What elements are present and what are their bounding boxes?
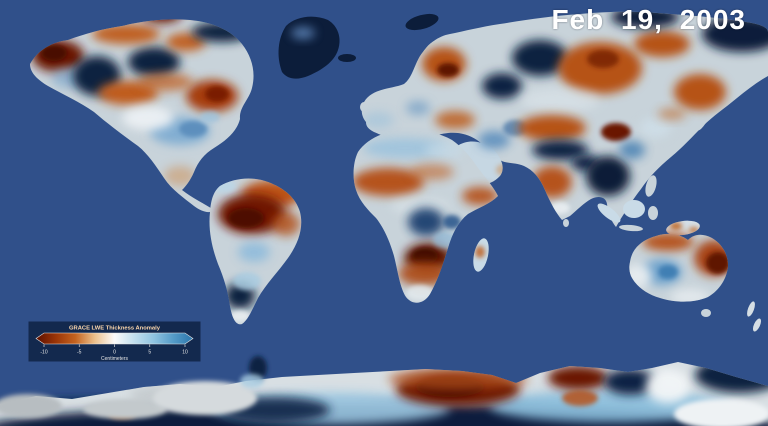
anomaly-blob bbox=[639, 118, 671, 138]
anomaly-blob bbox=[482, 73, 522, 99]
tick-label: 0 bbox=[113, 350, 116, 356]
anomaly-blob bbox=[658, 265, 678, 279]
anomaly-blob bbox=[562, 390, 598, 406]
anomaly-blob bbox=[240, 374, 264, 388]
anomaly-blob bbox=[362, 112, 394, 128]
date-label: Feb 19, 2003 bbox=[551, 4, 746, 35]
anomaly-blob bbox=[601, 123, 631, 141]
anomaly-blob bbox=[478, 131, 510, 149]
anomaly-blob bbox=[435, 111, 475, 129]
anomaly-blob bbox=[646, 369, 690, 403]
anomaly-blob bbox=[179, 121, 207, 137]
anomaly-blob bbox=[670, 222, 682, 230]
colorbar-legend: GRACE LWE Thickness Anomaly -10 -5 0 5 10 Ce… bbox=[28, 321, 201, 362]
anomaly-blob bbox=[443, 215, 461, 229]
anomaly-blob bbox=[642, 233, 694, 251]
anomaly-blob bbox=[200, 111, 220, 123]
anomaly-blob bbox=[272, 212, 300, 236]
anomaly-blob bbox=[249, 356, 267, 380]
land-shape-philippines bbox=[645, 175, 657, 197]
anomaly-blob bbox=[548, 366, 608, 390]
anomaly-blob bbox=[475, 246, 485, 258]
anomaly-blob bbox=[228, 208, 264, 228]
land-shape-sumatra bbox=[597, 203, 621, 223]
anomaly-blob bbox=[512, 40, 568, 76]
anomaly-blob bbox=[634, 31, 690, 57]
legend-unit: Centimeters bbox=[101, 356, 128, 362]
colorbar bbox=[35, 332, 194, 345]
anomaly-blob bbox=[558, 42, 642, 94]
anomaly-blob bbox=[412, 248, 438, 264]
anomaly-blob bbox=[92, 24, 160, 44]
anomaly-blob bbox=[462, 187, 498, 205]
anomaly-blob bbox=[586, 156, 630, 196]
anomaly-blob bbox=[425, 142, 465, 158]
anomaly-blob bbox=[674, 74, 726, 110]
anomaly-blob bbox=[406, 285, 434, 301]
anomaly-blob bbox=[658, 108, 686, 120]
anomaly-blob bbox=[706, 252, 730, 274]
anomaly-blob bbox=[352, 168, 424, 196]
anomaly-blob bbox=[122, 106, 174, 130]
tick-label: 5 bbox=[148, 350, 151, 356]
anomaly-blob bbox=[408, 208, 444, 236]
anomaly-blob bbox=[137, 73, 193, 91]
anomaly-blob bbox=[128, 47, 180, 77]
island-overlay-layer bbox=[0, 356, 267, 419]
land-shape-new-zealand-north bbox=[747, 301, 755, 317]
anomaly-blob bbox=[153, 381, 257, 415]
land-shape-borneo bbox=[623, 200, 645, 218]
anomaly-blob bbox=[619, 141, 645, 159]
anomaly-blob bbox=[587, 50, 619, 68]
land-shape-sri-lanka bbox=[563, 219, 569, 227]
land-shape-svalbard bbox=[405, 13, 439, 31]
anomaly-blob bbox=[83, 399, 167, 419]
anomaly-blob bbox=[520, 88, 600, 112]
colorbar-ticks: -10 -5 0 5 10 bbox=[40, 344, 188, 356]
land-shape-tasmania bbox=[701, 309, 711, 317]
land-shape-new-zealand-south bbox=[752, 318, 762, 332]
anomaly-blob bbox=[437, 63, 459, 77]
anomaly-blob bbox=[0, 394, 62, 418]
anomaly-blob bbox=[604, 369, 656, 395]
land-shape-iceland bbox=[338, 54, 356, 62]
anomaly-blob bbox=[291, 27, 315, 39]
anomaly-blob bbox=[233, 272, 261, 290]
anomaly-blob bbox=[674, 399, 768, 426]
land-shape-sulawesi bbox=[648, 206, 658, 220]
land-shape-java bbox=[619, 224, 643, 232]
anomaly-blob bbox=[518, 115, 586, 141]
anomaly-blob bbox=[205, 86, 229, 102]
anomaly-blob bbox=[406, 101, 430, 115]
legend-title: GRACE LWE Thickness Anomaly bbox=[69, 326, 161, 332]
anomaly-blob bbox=[532, 140, 588, 160]
land-shape-japan bbox=[696, 105, 712, 131]
anomaly-blob bbox=[230, 310, 250, 322]
land-shape-ireland bbox=[360, 102, 368, 112]
tick-label: 10 bbox=[182, 350, 188, 356]
tick-label: -5 bbox=[77, 350, 82, 356]
anomaly-blob bbox=[41, 45, 67, 61]
anomaly-blob bbox=[164, 166, 196, 186]
anomaly-blob bbox=[166, 33, 206, 51]
land-shape-great-britain bbox=[368, 94, 380, 112]
anomaly-blob bbox=[363, 138, 447, 158]
tick-label: -10 bbox=[40, 350, 47, 356]
anomaly-blob bbox=[410, 164, 454, 180]
anomaly-blob bbox=[238, 242, 270, 262]
